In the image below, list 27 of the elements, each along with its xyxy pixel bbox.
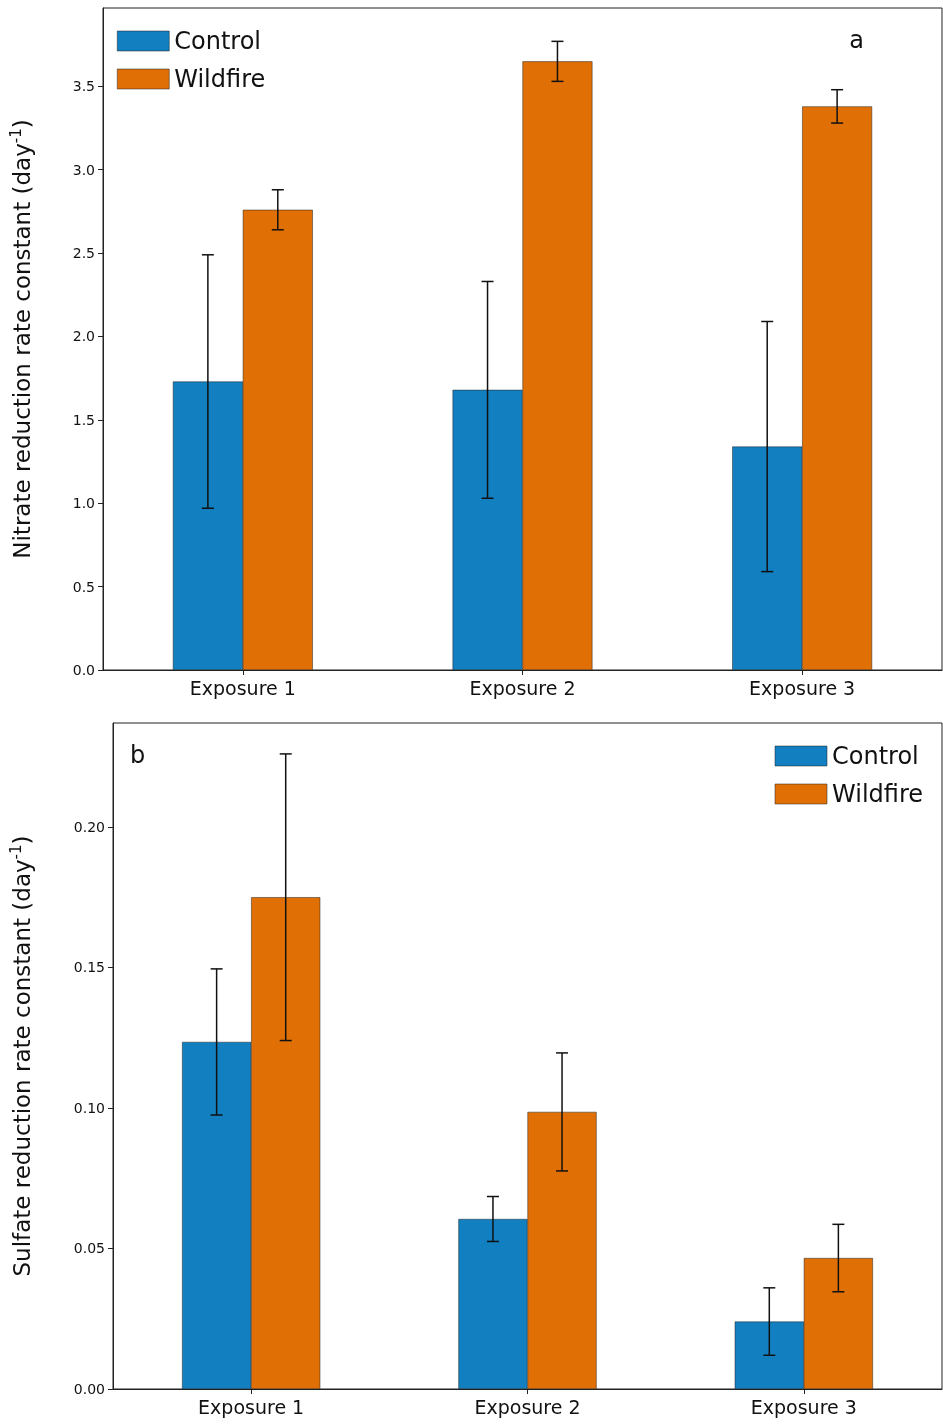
x-tick-label: Exposure 2 — [469, 676, 576, 699]
annotation: b — [130, 741, 146, 769]
y-tick-label: 3.5 — [72, 78, 95, 95]
legend-label: Wildfire — [832, 780, 923, 808]
y-tick-label: 0.15 — [73, 959, 105, 976]
y-tick-label: 2.5 — [72, 245, 95, 262]
y-axis-title: Sulfate reduction rate constant (day-1) — [6, 835, 35, 1277]
x-tick-label: Exposure 3 — [750, 1395, 857, 1418]
legend-label: Control — [174, 27, 262, 55]
y-tick-label: 0.0 — [72, 662, 95, 678]
y-tick-label: 1.5 — [72, 411, 95, 428]
y-tick-label: 1.0 — [72, 495, 95, 512]
y-tick-label: 0.20 — [73, 818, 105, 835]
y-tick-label: 0.5 — [72, 578, 95, 595]
x-tick-label: Exposure 1 — [189, 676, 296, 699]
legend-label: Wildfire — [174, 65, 266, 93]
x-tick-label: Exposure 2 — [474, 1395, 581, 1418]
annotation: a — [849, 26, 865, 54]
x-tick-label: Exposure 3 — [749, 676, 856, 699]
y-tick-label: 0.05 — [73, 1240, 105, 1257]
y-tick-label: 0.10 — [73, 1099, 105, 1116]
legend-label: Control — [832, 742, 919, 770]
y-tick-label: 2.0 — [72, 328, 95, 345]
y-tick-label: 0.00 — [73, 1381, 105, 1397]
y-tick-label: 3.0 — [72, 161, 95, 178]
x-tick-label: Exposure 1 — [198, 1395, 305, 1418]
y-axis-title: Nitrate reduction rate constant (day-1) — [6, 119, 35, 559]
